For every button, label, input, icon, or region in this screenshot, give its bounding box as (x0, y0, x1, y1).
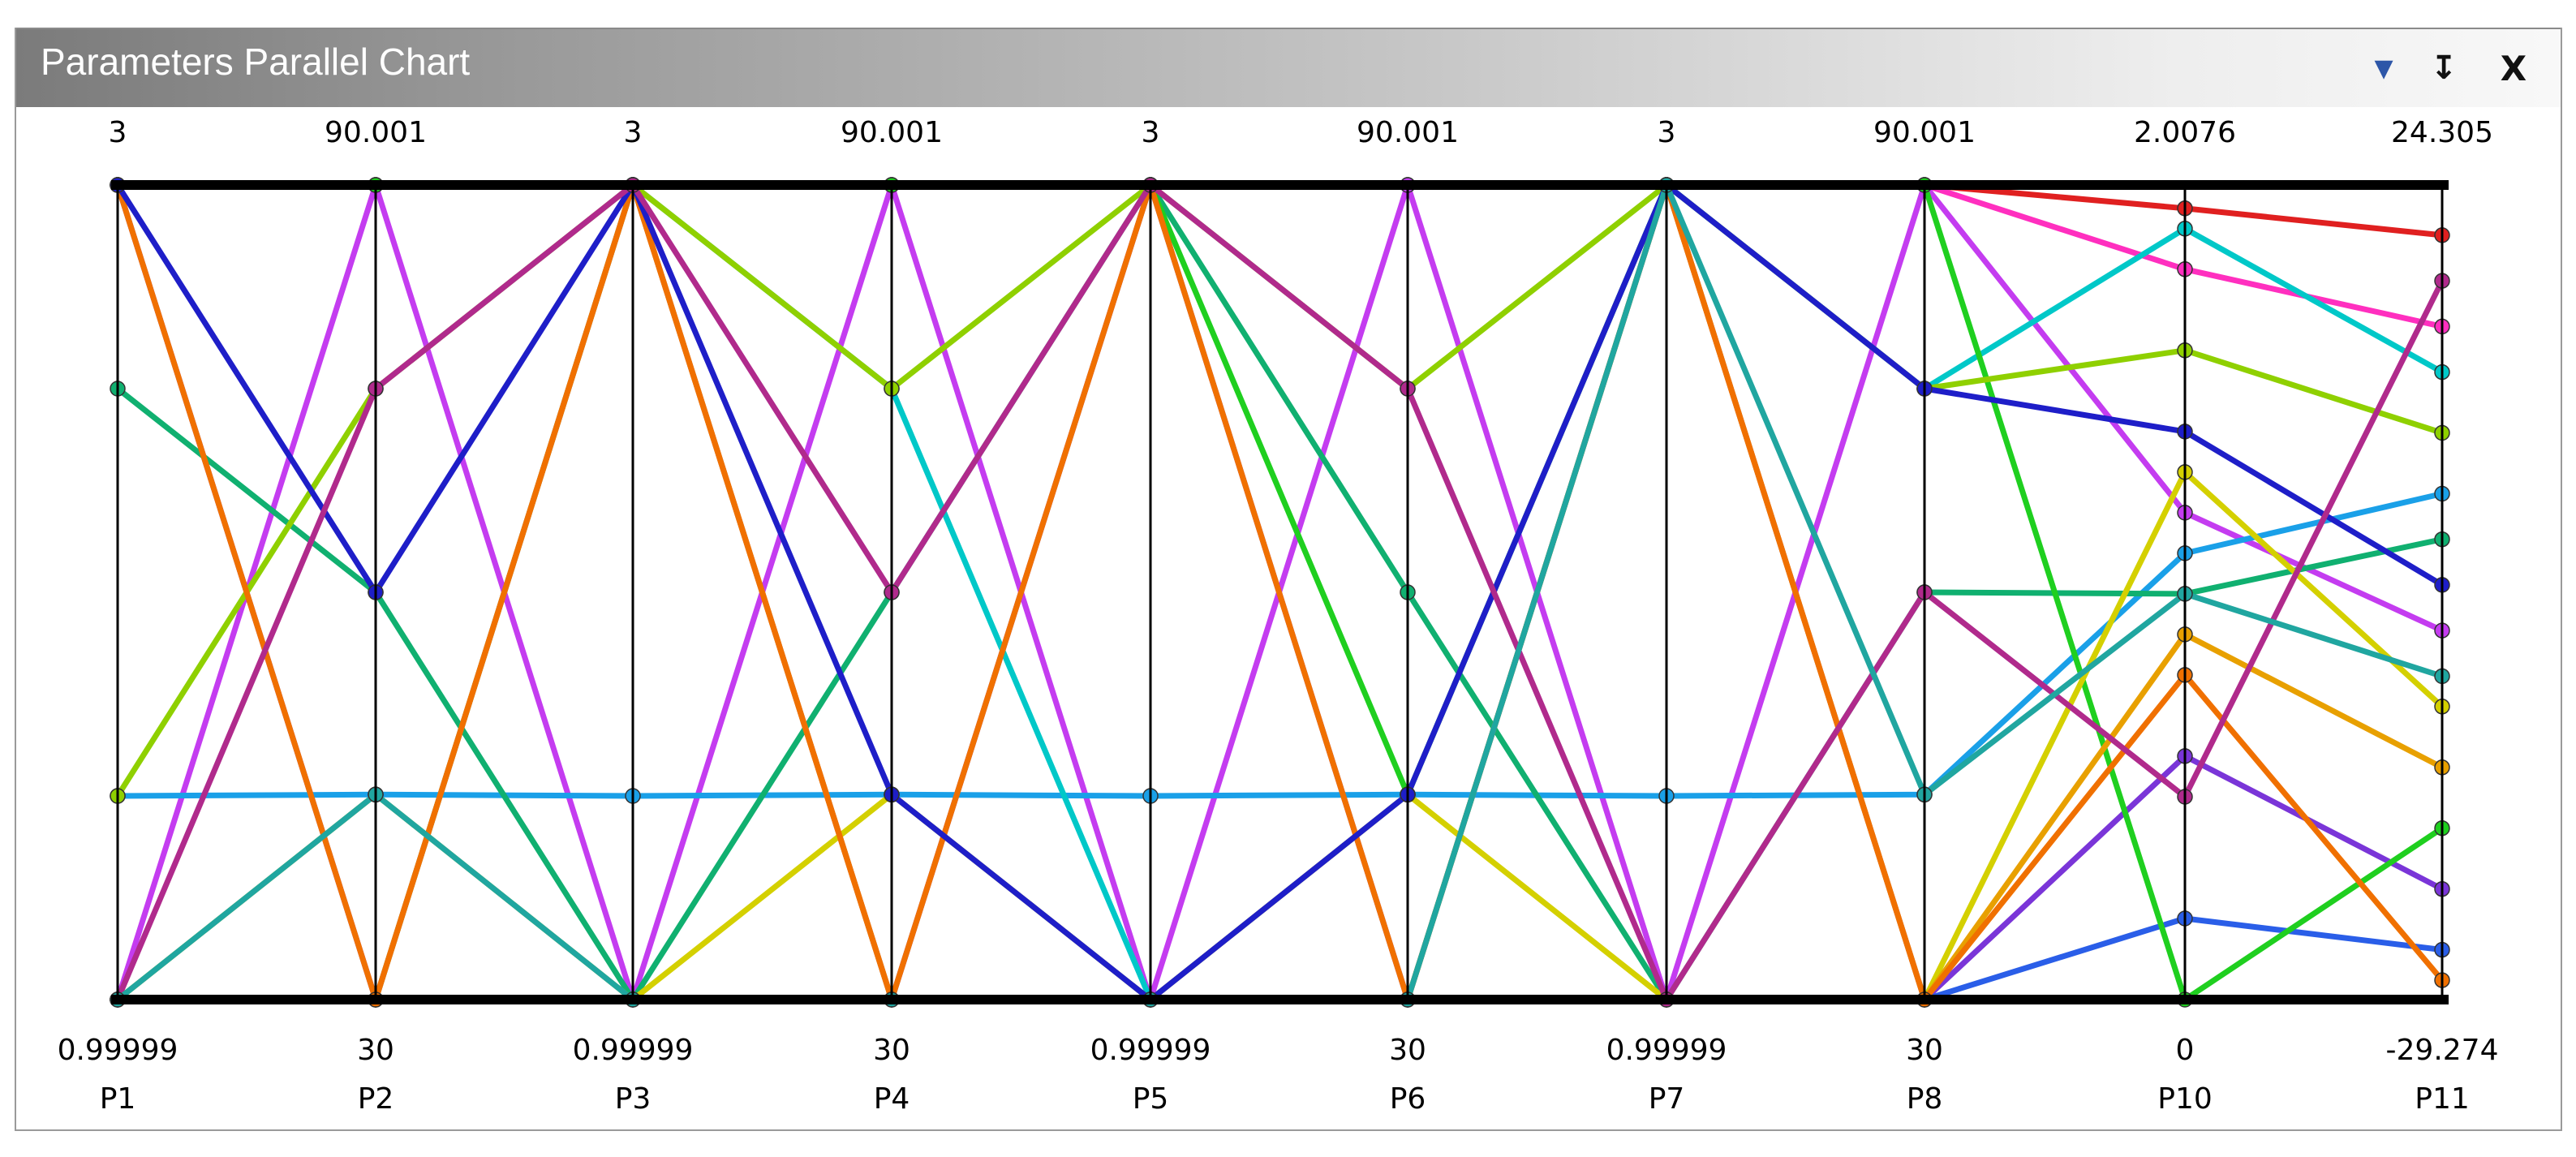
axis-min-label: 30 (1906, 1034, 1943, 1067)
axis-max-label: 2.0076 (2134, 116, 2236, 149)
axis-min-label: 30 (357, 1034, 394, 1067)
axis-labels: 30.99999P190.00130P230.99999P390.00130P4… (58, 116, 2499, 1116)
axis-name-label: P7 (1649, 1082, 1685, 1116)
series-line (114, 182, 2445, 1003)
axis-name-label: P2 (358, 1082, 394, 1116)
axis-min-label: 0.99999 (58, 1034, 178, 1067)
pin-icon[interactable]: ↧ (2430, 49, 2458, 87)
series-line (117, 491, 2443, 799)
axis-min-label: 0.99999 (1090, 1034, 1211, 1067)
axis-max-label: 90.001 (325, 116, 427, 149)
axis-name-label: P11 (2415, 1082, 2470, 1116)
axis-max-label: 90.001 (841, 116, 943, 149)
axis-name-label: P8 (1907, 1082, 1943, 1116)
panel-titlebar[interactable]: Parameters Parallel Chart ▼ ↧ X (16, 28, 2561, 107)
axis-max-label: 90.001 (1873, 116, 1976, 149)
chart-panel: Parameters Parallel Chart ▼ ↧ X (15, 28, 2562, 1131)
series-line (118, 182, 2443, 239)
axis-min-label: 0 (2176, 1034, 2195, 1067)
axis-min-label: 0.99999 (573, 1034, 694, 1067)
axis-max-label: 90.001 (1357, 116, 1459, 149)
axis-name-label: P5 (1133, 1082, 1169, 1116)
dropdown-arrow-icon[interactable]: ▼ (2374, 54, 2393, 83)
series-line (118, 182, 2443, 329)
axis-min-label: -29.274 (2386, 1034, 2499, 1067)
axis-max-label: 3 (109, 116, 127, 149)
series-line (118, 915, 2443, 1003)
series-line (115, 182, 2444, 1003)
axis-name-label: P1 (100, 1082, 136, 1116)
axis-max-label: 3 (1142, 116, 1160, 149)
series-lines (110, 177, 2450, 1008)
axis-min-label: 30 (873, 1034, 910, 1067)
axis-name-label: P10 (2157, 1082, 2213, 1116)
axis-name-label: P3 (615, 1082, 652, 1116)
axis-max-label: 24.305 (2391, 116, 2493, 149)
axis-max-label: 3 (624, 116, 643, 149)
close-icon[interactable]: X (2500, 48, 2527, 88)
panel-title: Parameters Parallel Chart (41, 41, 471, 83)
axis-min-label: 30 (1389, 1034, 1426, 1067)
axis-name-label: P4 (874, 1082, 910, 1116)
axis-max-label: 3 (1658, 116, 1676, 149)
axis-name-label: P6 (1390, 1082, 1426, 1116)
axes (111, 180, 2449, 1004)
axis-min-label: 0.99999 (1606, 1034, 1727, 1067)
